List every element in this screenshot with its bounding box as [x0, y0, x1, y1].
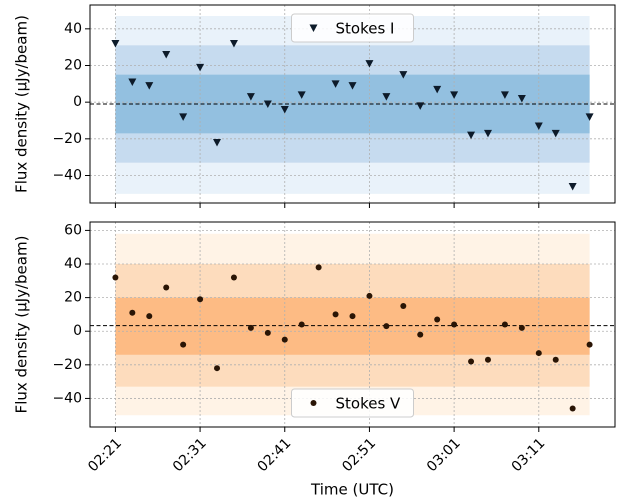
marker [416, 102, 425, 110]
axes-frame [89, 221, 616, 428]
marker [246, 93, 255, 101]
marker [247, 324, 254, 331]
y-tick-label: −40 [52, 168, 82, 184]
marker [162, 51, 171, 59]
marker [196, 63, 205, 72]
y-tick-label: 60 [64, 222, 82, 238]
legend-label: Stokes I [336, 20, 395, 38]
legend-box [291, 388, 414, 418]
marker [263, 100, 272, 108]
marker [163, 284, 170, 291]
legend-box [291, 13, 414, 43]
marker [586, 341, 593, 348]
y-tick-label: −40 [52, 390, 82, 406]
band [115, 297, 590, 355]
x-tick-label: 03:11 [509, 435, 549, 475]
marker [468, 358, 475, 365]
marker [298, 321, 305, 328]
y-tick-label: −20 [52, 357, 82, 373]
x-tick-label: 02:41 [255, 435, 295, 475]
y-axis-label: Flux density (μJy/beam) [13, 15, 31, 193]
marker [315, 264, 322, 271]
marker [552, 356, 559, 363]
marker [332, 311, 339, 318]
axes-frame [89, 4, 616, 204]
x-tick-label: 02:31 [170, 435, 210, 475]
marker [281, 336, 288, 343]
marker [500, 91, 509, 99]
legend-marker [309, 24, 318, 32]
marker [280, 106, 289, 114]
marker [483, 129, 492, 138]
marker [349, 313, 356, 320]
marker [501, 321, 508, 328]
marker [264, 329, 271, 336]
marker [348, 82, 357, 90]
marker [229, 40, 238, 48]
marker [365, 60, 374, 68]
marker [399, 71, 408, 79]
marker [146, 313, 153, 320]
marker [197, 296, 204, 303]
marker [230, 274, 237, 281]
legend-label: Stokes V [336, 395, 402, 413]
marker [451, 321, 458, 328]
marker [400, 303, 407, 310]
marker [213, 139, 222, 147]
marker [112, 274, 119, 281]
marker [145, 82, 154, 90]
marker [551, 129, 560, 138]
marker [383, 323, 390, 330]
marker [179, 113, 188, 121]
y-tick-label: 0 [73, 323, 82, 339]
marker [433, 85, 442, 94]
y-tick-label: 0 [73, 94, 82, 110]
marker [214, 365, 221, 372]
legend-marker [310, 400, 317, 406]
x-tick-label: 03:01 [424, 435, 464, 475]
marker [180, 341, 187, 348]
x-tick-label: 02:51 [339, 435, 379, 475]
y-axis-label: Flux density (μJy/beam) [13, 236, 31, 414]
y-tick-label: 40 [64, 21, 82, 37]
marker [366, 292, 373, 299]
marker [569, 405, 576, 412]
marker [417, 331, 424, 338]
marker [111, 40, 120, 48]
marker [467, 131, 476, 140]
y-tick-label: −20 [52, 131, 82, 147]
marker [585, 113, 594, 121]
y-tick-label: 40 [64, 256, 82, 272]
marker [434, 316, 441, 323]
marker [534, 122, 543, 130]
marker [568, 183, 577, 191]
marker [297, 91, 306, 99]
y-tick-label: 20 [64, 290, 82, 306]
marker [535, 350, 542, 357]
y-tick-label: 20 [64, 58, 82, 74]
marker [382, 93, 391, 101]
marker [518, 324, 525, 331]
marker [450, 91, 459, 99]
marker [331, 80, 340, 88]
x-axis-label: Time (UTC) [310, 481, 394, 499]
marker [517, 95, 526, 103]
marker [484, 356, 491, 363]
marker [128, 78, 137, 86]
x-tick-label: 02:21 [85, 435, 125, 475]
marker [129, 309, 136, 316]
